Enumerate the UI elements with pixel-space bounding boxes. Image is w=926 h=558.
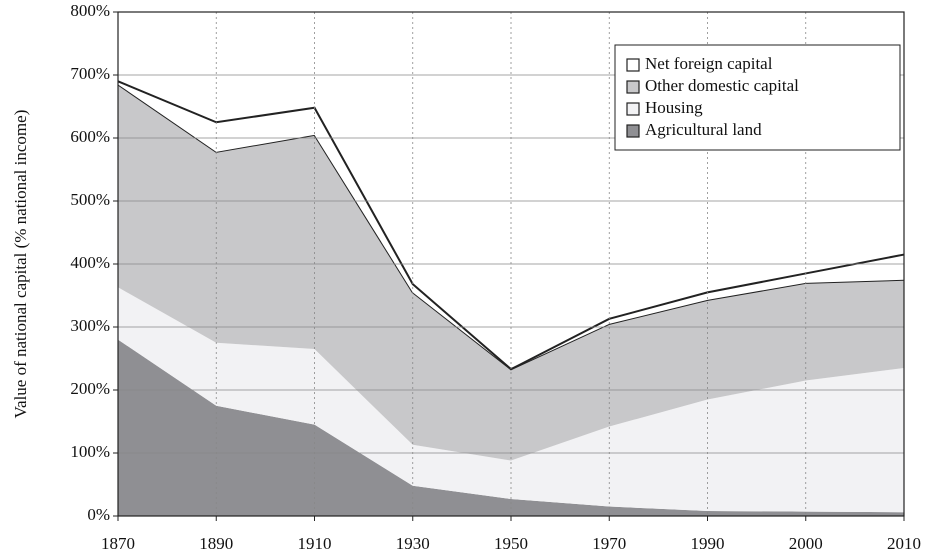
legend-swatch — [626, 58, 640, 72]
legend-label: Other domestic capital — [645, 76, 799, 95]
y-tick-label: 700% — [70, 64, 110, 83]
x-tick-label: 1950 — [494, 534, 528, 553]
y-tick-label: 200% — [70, 379, 110, 398]
legend-swatch — [626, 80, 640, 94]
y-tick-label: 400% — [70, 253, 110, 272]
plot-frame — [117, 11, 905, 517]
legend-box — [614, 44, 901, 151]
x-tick-label: 1930 — [396, 534, 430, 553]
y-tick-label: 0% — [87, 505, 110, 524]
area-edge — [117, 80, 905, 371]
y-tick-label: 500% — [70, 190, 110, 209]
x-tick-label: 1970 — [592, 534, 626, 553]
x-tick-label: 1910 — [298, 534, 332, 553]
x-tick-label: 1990 — [691, 534, 725, 553]
y-tick-label: 800% — [70, 1, 110, 20]
x-tick-label: 2010 — [887, 534, 921, 553]
legend-swatch — [626, 102, 640, 116]
legend-label: Net foreign capital — [645, 54, 773, 73]
legend-swatch — [626, 124, 640, 138]
y-tick-label: 100% — [70, 442, 110, 461]
y-tick-label: 300% — [70, 316, 110, 335]
y-tick-label: 600% — [70, 127, 110, 146]
x-tick-label: 1870 — [101, 534, 135, 553]
y-axis-label: Value of national capital (% national in… — [11, 110, 30, 419]
area — [118, 339, 904, 516]
area — [118, 287, 904, 513]
x-tick-label: 1890 — [199, 534, 233, 553]
x-tick-label: 2000 — [789, 534, 823, 553]
legend-label: Agricultural land — [645, 120, 762, 139]
legend-label: Housing — [645, 98, 703, 117]
